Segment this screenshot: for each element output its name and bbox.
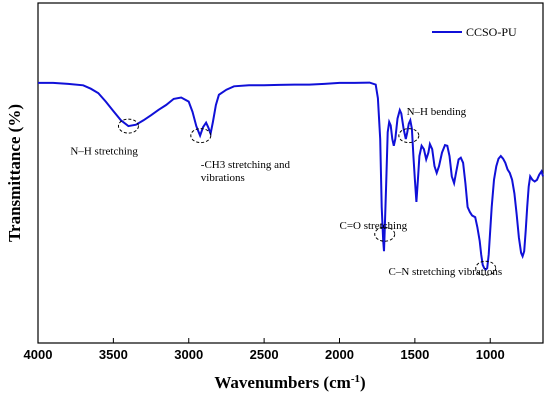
x-tick-label-3000: 3000 (174, 347, 203, 362)
x-tick-label-2000: 2000 (325, 347, 354, 362)
annotation-marker-0 (117, 118, 139, 134)
annotation-label-4: C–N stretching vibrations (388, 266, 502, 278)
x-tick-label-3500: 3500 (99, 347, 128, 362)
annotation-label-3: C=O stretching (339, 220, 407, 232)
x-axis-tick-labels: 4000 3500 3000 2500 2000 1500 1000 (24, 347, 505, 362)
annotation-label-0: N–H stretching (70, 145, 138, 157)
x-tick-label-1000: 1000 (476, 347, 505, 362)
legend: CCSO-PU (432, 25, 517, 39)
annotation-marker-4 (475, 260, 497, 276)
annotations: N–H stretching -CH3 stretching and vibrati… (70, 106, 502, 278)
plot-frame (37, 2, 544, 344)
series-line-ccso-pu (38, 81, 544, 271)
x-axis-ticks (37, 338, 491, 343)
annotation-label-2: N–H bending (407, 106, 467, 118)
x-axis-title: Wavenumbers (cm-1) (214, 373, 365, 392)
y-axis-title: Transmittance (%) (5, 104, 24, 242)
legend-label: CCSO-PU (466, 25, 517, 39)
x-tick-label-1500: 1500 (400, 347, 429, 362)
annotation-marker-2 (398, 128, 420, 144)
x-tick-label-2500: 2500 (250, 347, 279, 362)
x-tick-label-4000: 4000 (24, 347, 53, 362)
annotation-marker-1 (190, 128, 212, 144)
annotation-label-1: -CH3 stretching and vibrations (201, 159, 291, 184)
annotation-marker-3 (374, 226, 396, 242)
